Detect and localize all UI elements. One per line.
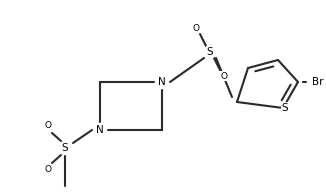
Text: S: S bbox=[282, 103, 288, 113]
Text: S: S bbox=[62, 143, 68, 153]
Text: O: O bbox=[192, 24, 200, 33]
Text: S: S bbox=[207, 47, 213, 57]
Text: O: O bbox=[45, 122, 52, 131]
Text: N: N bbox=[96, 125, 104, 135]
Text: O: O bbox=[220, 72, 228, 81]
Text: O: O bbox=[45, 165, 52, 174]
Text: Br: Br bbox=[312, 77, 324, 87]
Text: N: N bbox=[158, 77, 166, 87]
